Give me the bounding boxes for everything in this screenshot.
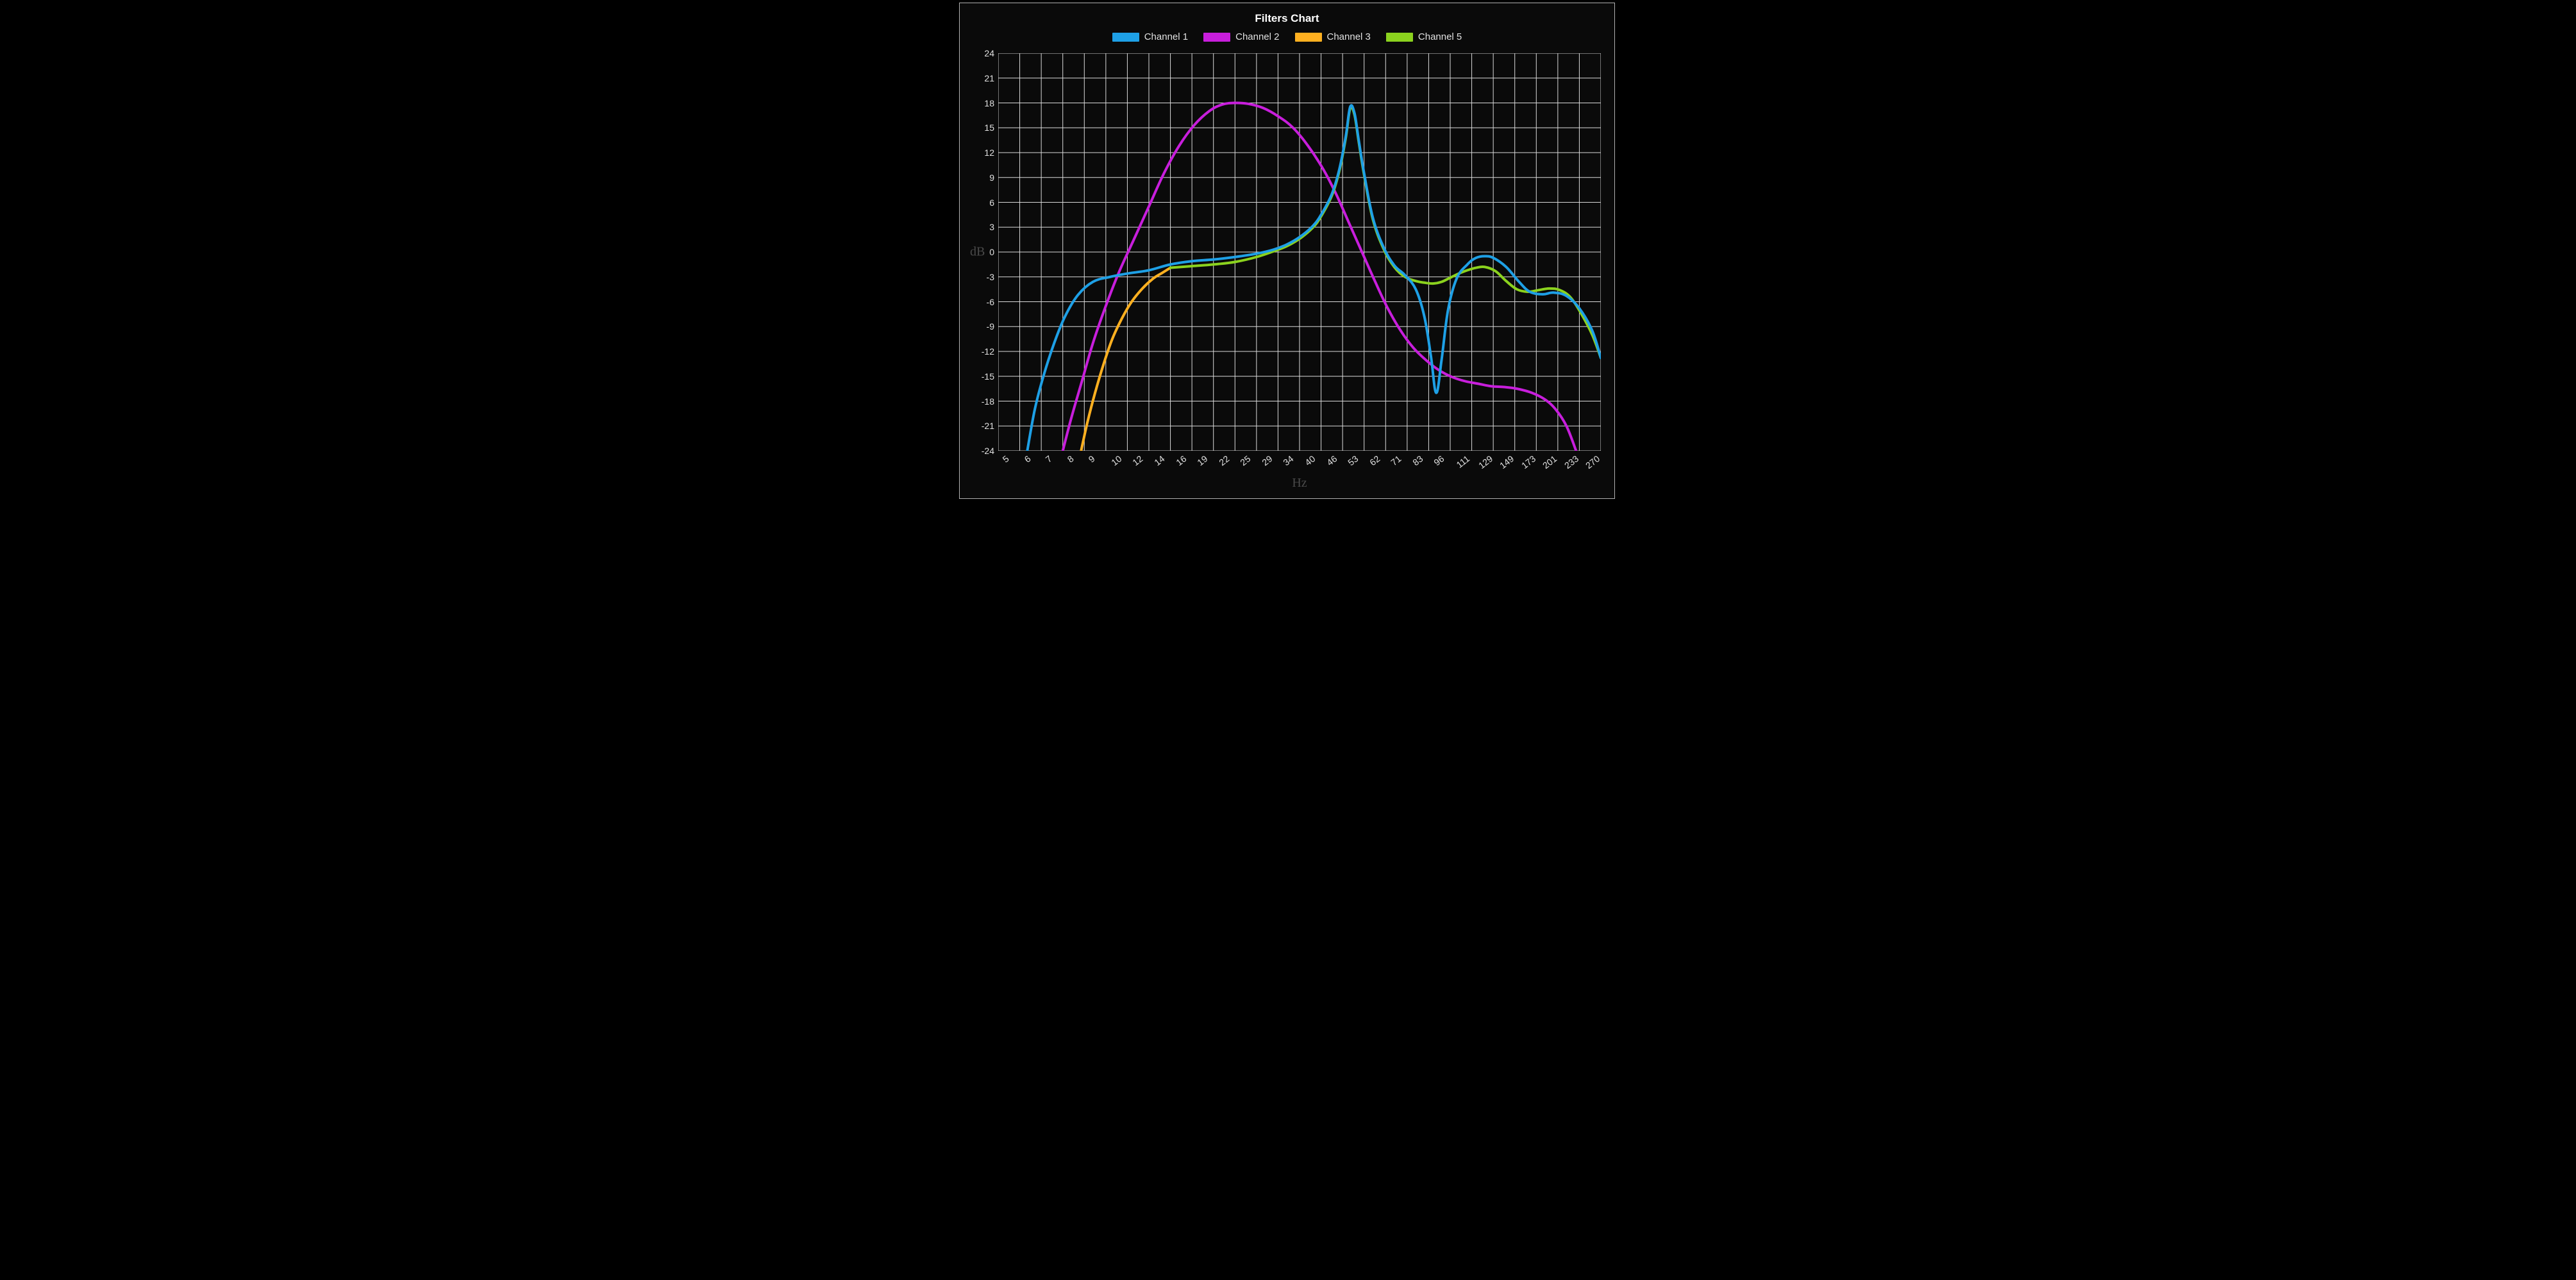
y-tick-label: 0 (989, 247, 994, 257)
x-tick-label: 5 (1001, 453, 1011, 464)
stage: Filters Chart Channel 1 Channel 2 Channe… (782, 0, 1794, 503)
plot-svg (998, 53, 1601, 451)
x-axis-label: Hz (1292, 476, 1307, 491)
x-tick-label: 8 (1065, 453, 1075, 464)
x-tick-label: 10 (1109, 453, 1123, 467)
y-tick-label: 21 (984, 73, 994, 83)
y-tick-label: -15 (982, 371, 994, 382)
y-tick-label: 9 (989, 173, 994, 183)
x-tick-label: 71 (1389, 453, 1403, 467)
y-tick-label: -12 (982, 346, 994, 357)
x-tick-label: 62 (1367, 453, 1382, 467)
legend-label: Channel 1 (1144, 31, 1188, 42)
y-tick-label: 6 (989, 198, 994, 208)
legend-item-channel-5[interactable]: Channel 5 (1386, 31, 1462, 42)
legend-item-channel-1[interactable]: Channel 1 (1112, 31, 1188, 42)
x-tick-label: 270 (1584, 453, 1602, 471)
x-tick-label: 83 (1410, 453, 1425, 467)
y-tick-label: -9 (987, 321, 994, 332)
x-tick-label: 14 (1152, 453, 1166, 467)
legend-swatch-channel-3 (1295, 33, 1322, 42)
y-tick-label: 3 (989, 222, 994, 232)
x-tick-label: 53 (1346, 453, 1360, 467)
y-tick-label: 15 (984, 122, 994, 133)
x-tick-label: 22 (1217, 453, 1231, 467)
x-tick-label: 46 (1325, 453, 1339, 467)
x-tick-label: 6 (1022, 453, 1032, 464)
y-tick-label: -24 (982, 446, 994, 456)
filters-chart-panel: Filters Chart Channel 1 Channel 2 Channe… (959, 3, 1615, 499)
x-tick-label: 201 (1541, 453, 1559, 471)
x-tick-label: 7 (1044, 453, 1054, 464)
x-tick-label: 149 (1498, 453, 1516, 471)
x-tick-label: 9 (1087, 453, 1097, 464)
y-tick-label: -6 (987, 297, 994, 307)
y-tick-label: 18 (984, 98, 994, 108)
legend-item-channel-2[interactable]: Channel 2 (1203, 31, 1279, 42)
x-tick-label: 129 (1476, 453, 1494, 471)
x-tick-label: 25 (1239, 453, 1253, 467)
legend-label: Channel 3 (1327, 31, 1371, 42)
y-axis-label: dB (970, 245, 985, 260)
x-tick-label: 173 (1519, 453, 1537, 471)
x-tick-label: 16 (1174, 453, 1188, 467)
x-tick-label: 40 (1303, 453, 1317, 467)
legend-item-channel-3[interactable]: Channel 3 (1295, 31, 1371, 42)
chart-title: Filters Chart (960, 12, 1614, 25)
series-channel-3 (1081, 268, 1170, 451)
x-tick-label: 12 (1131, 453, 1145, 467)
y-tick-label: -21 (982, 421, 994, 431)
x-tick-label: 34 (1282, 453, 1296, 467)
x-tick-label: 29 (1260, 453, 1274, 467)
legend-swatch-channel-1 (1112, 33, 1139, 42)
legend-swatch-channel-5 (1386, 33, 1413, 42)
x-tick-label: 96 (1432, 453, 1446, 467)
y-tick-label: 12 (984, 147, 994, 158)
plot-wrap: dB Hz 24211815129630-3-6-9-12-15-18-21-2… (998, 53, 1601, 451)
legend-label: Channel 5 (1418, 31, 1462, 42)
x-tick-label: 19 (1195, 453, 1209, 467)
y-tick-label: 24 (984, 48, 994, 58)
y-tick-label: -18 (982, 396, 994, 407)
x-tick-label: 111 (1455, 453, 1472, 470)
legend-swatch-channel-2 (1203, 33, 1230, 42)
y-tick-label: -3 (987, 272, 994, 282)
legend-label: Channel 2 (1235, 31, 1279, 42)
chart-legend: Channel 1 Channel 2 Channel 3 Channel 5 (960, 31, 1614, 42)
x-tick-label: 233 (1562, 453, 1580, 471)
